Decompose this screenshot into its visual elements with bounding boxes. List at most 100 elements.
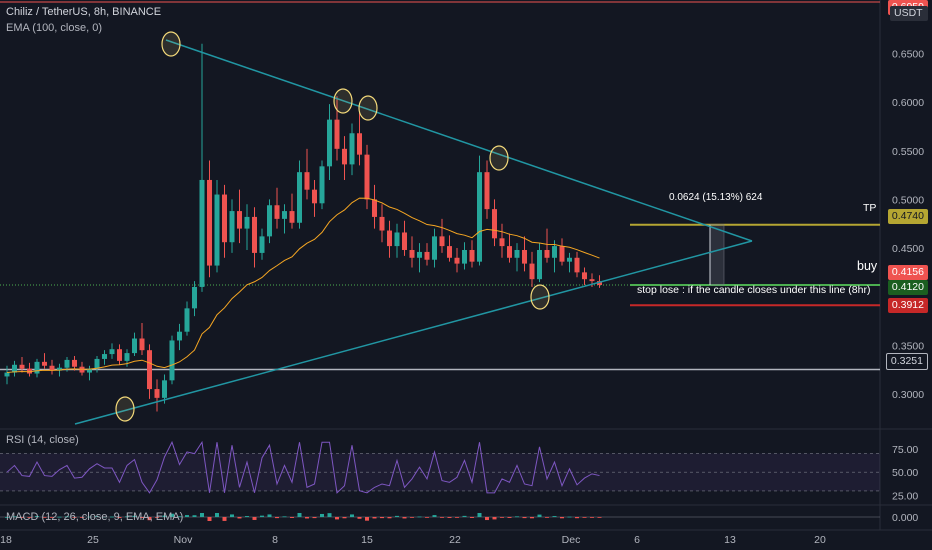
candle-body xyxy=(447,246,452,258)
candle-body xyxy=(19,364,25,369)
x-tick-label: Dec xyxy=(562,534,581,546)
x-tick-label: 8 xyxy=(272,534,278,546)
candle-body xyxy=(147,350,152,390)
macd-histogram-bar xyxy=(432,515,437,517)
candle-body xyxy=(544,249,550,258)
macd-histogram-bar xyxy=(567,516,572,518)
macd-histogram-bar xyxy=(545,517,549,518)
macd-histogram-bar xyxy=(125,516,129,518)
candle-body xyxy=(537,249,542,280)
candle-body xyxy=(499,238,505,247)
candle-body xyxy=(274,205,280,219)
price-box-tp: 0.4740 xyxy=(887,209,928,224)
macd-histogram-bar xyxy=(515,516,519,518)
macd-histogram-bar xyxy=(200,513,204,517)
candle-body xyxy=(312,189,317,204)
candle-body xyxy=(12,364,17,373)
candle-body xyxy=(177,331,182,341)
macd-histogram-bar xyxy=(320,513,324,517)
candle-body xyxy=(282,211,287,219)
candle-body xyxy=(102,354,107,359)
candle-body xyxy=(582,272,587,280)
x-axis: 18 25 Nov 8 15 22 Dec 6 13 20 xyxy=(0,534,826,546)
macd-histogram-bar xyxy=(20,517,24,518)
y-tick-label: 0.5000 xyxy=(892,194,924,206)
macd-histogram-bar xyxy=(87,516,92,518)
highlight-ellipse xyxy=(115,396,135,422)
candle-body xyxy=(394,232,400,247)
macd-histogram-bar xyxy=(110,516,114,518)
macd-histogram-bar xyxy=(185,515,189,517)
macd-histogram-bar xyxy=(350,514,354,517)
measure-box xyxy=(709,224,725,286)
macd-histogram-bar xyxy=(207,517,212,521)
macd-histogram-bar xyxy=(12,516,17,518)
candle-body xyxy=(87,368,92,373)
macd-histogram-bar xyxy=(365,517,369,521)
macd-histogram-bar xyxy=(282,516,287,518)
candle-body xyxy=(372,199,377,217)
macd-histogram-bar xyxy=(35,516,39,517)
candle-body xyxy=(349,133,355,165)
macd-histogram-bar xyxy=(590,517,594,518)
candle-body xyxy=(439,236,445,247)
lower-trendline xyxy=(74,240,753,425)
candle-body xyxy=(529,263,535,280)
highlight-ellipse xyxy=(489,145,509,171)
candle-body xyxy=(387,230,392,247)
upper-trendline xyxy=(165,39,753,242)
macd-histogram-bar xyxy=(417,516,422,518)
macd-histogram-bar xyxy=(147,517,152,521)
tp-label: TP xyxy=(863,202,877,214)
macd-histogram-bar xyxy=(252,517,257,520)
macd-histogram-bar xyxy=(477,513,482,517)
macd-histogram-bar xyxy=(27,517,32,518)
macd-histogram-bar xyxy=(560,517,564,519)
candle-body xyxy=(484,172,490,210)
macd-histogram-bar xyxy=(57,516,62,518)
highlight-ellipse xyxy=(161,31,181,57)
candle-body xyxy=(27,368,32,374)
candle-body xyxy=(244,216,250,229)
macd-histogram-bar xyxy=(117,517,122,518)
currency-badge[interactable]: USDT xyxy=(890,6,928,21)
x-tick-label: 18 xyxy=(0,534,12,546)
macd-histogram-bar xyxy=(275,517,279,519)
stop-loss-label: stop lose : if the candle closes under t… xyxy=(637,284,871,296)
macd-histogram-bar xyxy=(230,514,234,517)
macd-histogram-bar xyxy=(222,517,227,521)
macd-histogram-bar xyxy=(42,517,47,518)
candle-body xyxy=(94,358,100,369)
rsi-line xyxy=(6,440,600,494)
candle-body xyxy=(252,216,257,253)
rsi-label[interactable]: RSI (14, close) xyxy=(6,434,79,446)
macd-label[interactable]: MACD (12, 26, close, 9, EMA, EMA) xyxy=(6,511,184,523)
candle-body xyxy=(237,211,242,229)
macd-histogram-bar xyxy=(65,516,69,518)
candle-body xyxy=(327,119,332,167)
candle-body xyxy=(124,353,130,361)
macd-histogram-bar xyxy=(425,517,429,518)
rsi-tick-label: 50.00 xyxy=(892,467,918,479)
macd-histogram-bar xyxy=(440,517,444,518)
candle-body xyxy=(417,251,422,258)
macd-tick-label: 0.000 xyxy=(892,512,918,524)
macd-histogram-bar xyxy=(530,517,534,519)
candle-body xyxy=(364,154,370,200)
highlight-ellipse xyxy=(333,88,353,114)
candle-body xyxy=(4,372,10,377)
candle-body xyxy=(477,172,482,262)
macd-histogram-bar xyxy=(455,517,459,518)
candle-body xyxy=(507,246,512,258)
candle-body xyxy=(342,148,347,165)
macd-histogram-bar xyxy=(170,513,174,517)
candle-body xyxy=(117,349,122,361)
price-box-stop: 0.3912 xyxy=(887,298,928,313)
candle-body xyxy=(319,166,325,204)
macd-histogram-bar xyxy=(162,515,167,517)
candle-body xyxy=(34,361,40,374)
candle-body xyxy=(469,249,475,262)
candle-body xyxy=(357,133,362,155)
ema-indicator-label[interactable]: EMA (100, close, 0) xyxy=(6,22,102,34)
